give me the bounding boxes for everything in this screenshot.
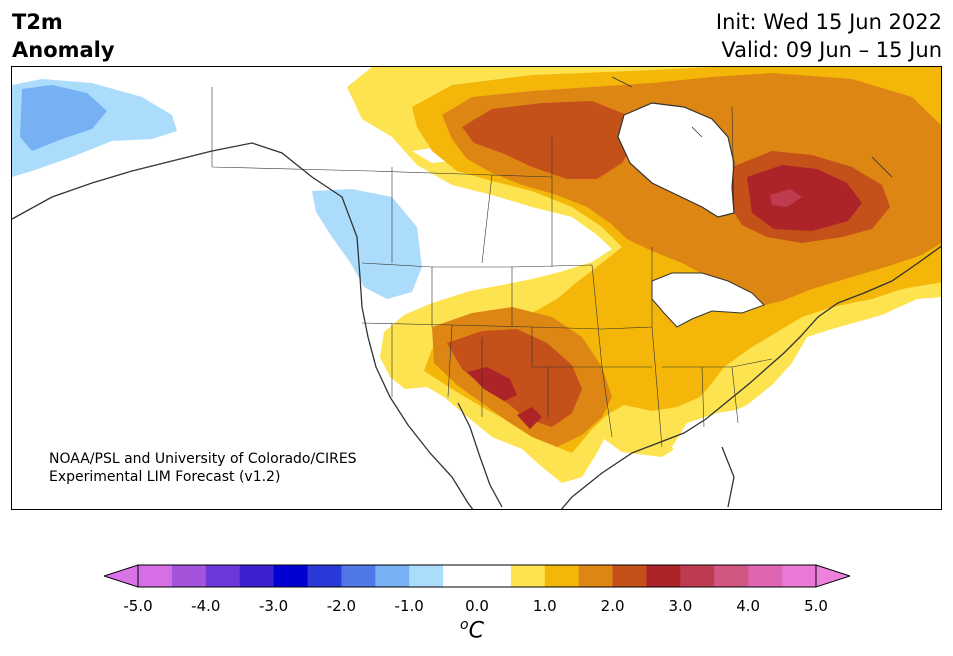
colorbar-segment xyxy=(782,565,817,587)
colorbar-segment xyxy=(239,565,275,587)
anomaly-map xyxy=(11,66,942,510)
coastline xyxy=(12,142,941,509)
colorbar-segment xyxy=(748,565,783,587)
colorbar-segment xyxy=(205,565,241,587)
strong-cold-anomaly-alaska xyxy=(20,85,107,151)
colorbar-segment xyxy=(646,565,681,587)
warm-anomaly-5-southwest xyxy=(467,367,517,401)
colorbar-tick-label: -4.0 xyxy=(191,597,221,615)
colorbar-tick-label: 3.0 xyxy=(668,597,693,615)
warm-anomaly-6-quebec xyxy=(770,189,802,207)
colorbar-tick-label: 1.0 xyxy=(532,597,557,615)
forecast-credit: NOAA/PSL and University of Colorado/CIRE… xyxy=(49,450,357,486)
colorbar-segment xyxy=(443,565,478,587)
warm-anomaly-5-quebec xyxy=(747,165,862,231)
near-normal-gulf xyxy=(572,463,672,509)
map-title: T2m Anomaly xyxy=(12,8,115,64)
colorbar-tick-label: 0.0 xyxy=(465,597,489,615)
valid-range: Valid: 09 Jun – 15 Jun xyxy=(721,38,942,62)
cold-anomaly-northwest xyxy=(312,189,422,299)
date-info: Init: Wed 15 Jun 2022 Valid: 09 Jun – 15… xyxy=(716,8,942,64)
credit-line-1: NOAA/PSL and University of Colorado/CIRE… xyxy=(49,451,357,467)
map-canvas xyxy=(12,67,941,509)
colorbar-tick-label: -2.0 xyxy=(326,597,357,615)
colorbar-segment xyxy=(578,565,614,587)
degree-symbol: o xyxy=(460,617,469,633)
colorbar-tick-label: 4.0 xyxy=(736,597,761,615)
credit-line-2: Experimental LIM Forecast (v1.2) xyxy=(49,469,281,485)
colorbar-segment xyxy=(510,565,546,587)
colorbar-segment xyxy=(341,565,376,587)
colorbar-segment xyxy=(273,565,308,587)
colorbar-unit: oC xyxy=(460,617,484,643)
colorbar-tick-label: -3.0 xyxy=(258,597,289,615)
great-lakes xyxy=(651,272,765,328)
unit-celsius: C xyxy=(468,618,484,644)
near-normal-baja xyxy=(382,391,460,503)
colorbar-segment xyxy=(171,565,207,587)
colorbar-segment xyxy=(477,565,512,587)
title-line-2: Anomaly xyxy=(12,38,115,62)
colorbar-tick-label: 2.0 xyxy=(600,597,625,615)
colorbar-segment xyxy=(680,565,715,587)
colorbar-segment xyxy=(544,565,580,587)
colorbar-tick-label: -5.0 xyxy=(123,597,153,615)
colorbar-segment xyxy=(612,565,647,587)
colorbar-frame xyxy=(137,564,817,588)
colorbar-under-arrow xyxy=(104,564,139,588)
colorbar-segment xyxy=(409,565,444,587)
colorbar-over-arrow xyxy=(815,564,850,588)
colorbar-segment xyxy=(307,565,342,587)
warm-anomaly-5-texas xyxy=(517,407,542,429)
title-line-1: T2m xyxy=(12,10,63,34)
great-lake-outline-2 xyxy=(611,76,893,178)
init-date: Init: Wed 15 Jun 2022 xyxy=(715,10,942,34)
colorbar-segment xyxy=(375,565,410,587)
colorbar-tick-label: 5.0 xyxy=(804,597,828,615)
colorbar-tick-label: -1.0 xyxy=(394,597,424,615)
state-borders xyxy=(211,87,773,448)
colorbar-segment xyxy=(138,565,173,587)
colorbar-segment xyxy=(714,565,749,587)
colorbar xyxy=(104,564,850,588)
warm-anomaly-4 xyxy=(462,101,637,179)
